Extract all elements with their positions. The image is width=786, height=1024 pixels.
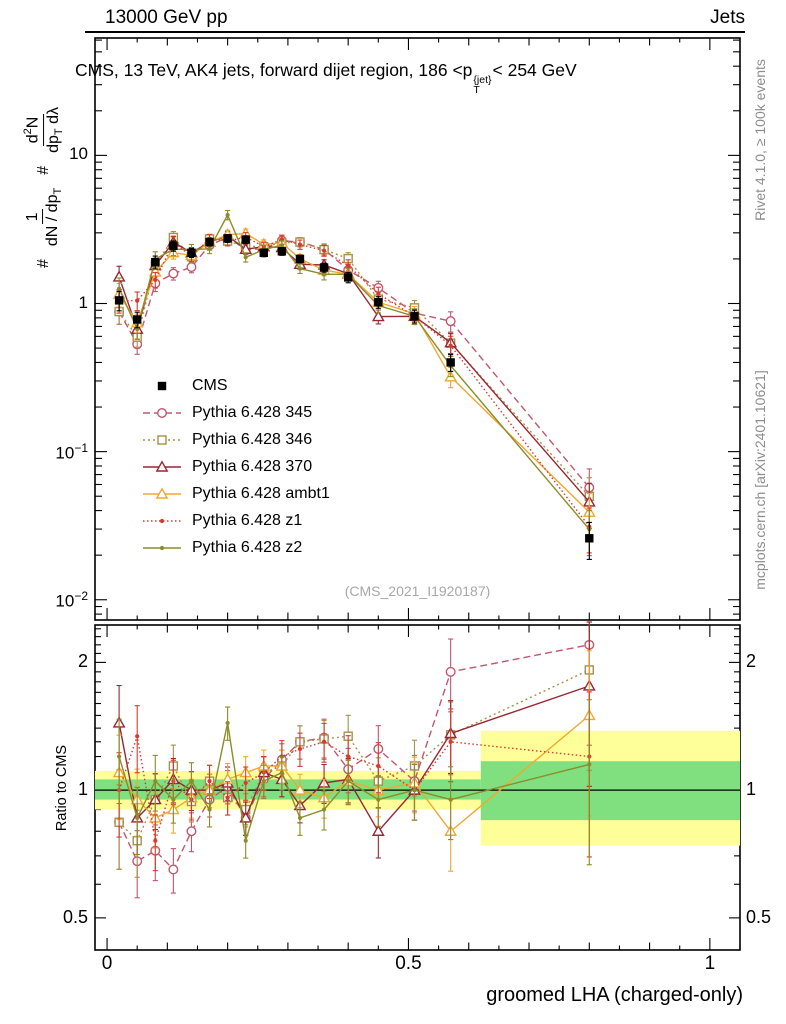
- ratio-plot-panel: [94, 621, 741, 951]
- main-plot-panel: [94, 37, 741, 621]
- ratio-plot-canvas: [94, 621, 741, 951]
- ratio-tick-label-left: 0.5: [62, 906, 88, 927]
- beam-energy-label: 13000 GeV pp: [105, 7, 228, 28]
- plot-header: 13000 GeV pp Jets: [85, 2, 745, 33]
- legend-item: Pythia 6.428 z2: [142, 534, 330, 561]
- y-axis-tick-label: 10−2: [55, 588, 88, 611]
- norm-fraction: 1 dN / dpT: [22, 187, 65, 247]
- legend-label: Pythia 6.428 ambt1: [192, 484, 330, 502]
- legend-item: Pythia 6.428 345: [142, 399, 330, 426]
- legend-item: CMS: [142, 372, 330, 399]
- legend-label: Pythia 6.428 346: [192, 430, 313, 448]
- main-y-axis-label: # 1 dN / dpT # d2N dpT dλ: [4, 36, 84, 336]
- analysis-group-label: Jets: [710, 7, 745, 28]
- legend-marker-sample: [143, 459, 181, 472]
- legend-label: Pythia 6.428 z2: [192, 538, 303, 556]
- ratio-tick-label-left: 2: [77, 651, 88, 672]
- y-axis-tick-label: 10: [69, 144, 88, 164]
- legend: CMS Pythia 6.428 345 Pythia 6.428 346 Pythi…: [142, 372, 330, 561]
- x-axis-tick-label: 0.5: [395, 953, 422, 974]
- ratio-tick-label-right: 0.5: [746, 906, 772, 927]
- x-axis-title: groomed LHA (charged-only): [486, 984, 743, 1006]
- legend-marker-sample: [143, 518, 181, 523]
- legend-marker-sample: [143, 434, 181, 445]
- x-axis-tick-label: 1: [704, 953, 716, 974]
- legend-marker-sample: [143, 407, 181, 418]
- plot-title: CMS, 13 TeV, AK4 jets, forward dijet reg…: [75, 60, 577, 96]
- legend-item: Pythia 6.428 ambt1: [142, 480, 330, 507]
- ratio-tick-label-right: 2: [746, 651, 757, 672]
- hash-symbol: #: [34, 165, 52, 175]
- legend-marker-sample: [143, 545, 181, 550]
- legend-label: Pythia 6.428 z1: [192, 511, 303, 529]
- main-plot-canvas: [94, 37, 741, 621]
- watermark: (CMS_2021_I1920187): [344, 583, 491, 599]
- main-y-axis-label-content: # 1 dN / dpT # d2N dpT dλ: [22, 104, 66, 268]
- mcplots-reference: mcplots.cern.ch [arXiv:2401.10621]: [752, 370, 768, 590]
- x-axis-tick-label: 0: [101, 953, 113, 974]
- legend-item: Pythia 6.428 370: [142, 453, 330, 480]
- y-axis-tick-label: 1: [78, 292, 88, 312]
- ratio-tick-label-left: 1: [77, 779, 88, 800]
- legend-marker-sample: [143, 486, 181, 499]
- legend-label: CMS: [192, 376, 228, 394]
- legend-label: Pythia 6.428 345: [192, 403, 313, 421]
- pt-superscript-subscript: {jet} T: [473, 74, 492, 96]
- legend-marker-sample: [157, 381, 167, 390]
- y-axis-tick-label: 10−1: [55, 440, 88, 463]
- ratio-tick-label-right: 1: [746, 779, 757, 800]
- legend-label: Pythia 6.428 370: [192, 457, 313, 475]
- legend-item: Pythia 6.428 346: [142, 426, 330, 453]
- legend-item: Pythia 6.428 z1: [142, 507, 330, 534]
- hash-symbol: #: [34, 259, 52, 269]
